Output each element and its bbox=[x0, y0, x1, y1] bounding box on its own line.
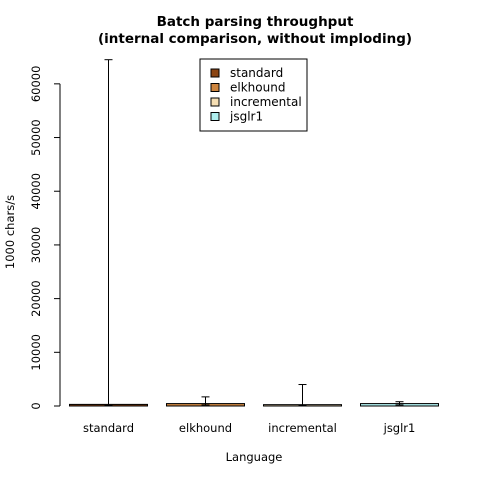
y-axis-label: 1000 chars/s bbox=[3, 195, 17, 269]
y-tick-label: 0 bbox=[29, 402, 43, 409]
legend-label-standard: standard bbox=[230, 66, 283, 80]
legend-label-incremental: incremental bbox=[230, 95, 302, 109]
y-tick-label: 40000 bbox=[29, 173, 43, 210]
bars bbox=[69, 59, 439, 407]
y-tick-label: 20000 bbox=[29, 280, 43, 317]
legend-swatch-elkhound bbox=[210, 83, 220, 92]
x-tick-label-standard: standard bbox=[83, 421, 134, 435]
x-axis: standard elkhound incremental jsglr1 bbox=[83, 421, 415, 435]
x-axis-label: Language bbox=[226, 450, 283, 464]
chart-title: Batch parsing throughput bbox=[157, 14, 354, 30]
legend-swatch-standard bbox=[210, 68, 220, 78]
y-axis: 0 10000 20000 30000 40000 50000 60000 bbox=[29, 66, 61, 410]
y-tick-label: 10000 bbox=[29, 334, 43, 371]
legend-swatch-jsglr1 bbox=[210, 112, 220, 121]
chart-subtitle: (internal comparison, without imploding) bbox=[98, 31, 412, 47]
x-tick-label-incremental: incremental bbox=[268, 421, 337, 435]
y-tick-label: 30000 bbox=[29, 227, 43, 264]
legend-swatch-incremental bbox=[210, 97, 220, 107]
legend-label-elkhound: elkhound bbox=[230, 81, 285, 95]
y-tick-label: 60000 bbox=[29, 66, 43, 103]
y-tick-label: 50000 bbox=[29, 119, 43, 156]
legend-label-jsglr1: jsglr1 bbox=[229, 110, 263, 124]
x-tick-label-jsglr1: jsglr1 bbox=[383, 421, 416, 435]
x-tick-label-elkhound: elkhound bbox=[179, 421, 232, 435]
